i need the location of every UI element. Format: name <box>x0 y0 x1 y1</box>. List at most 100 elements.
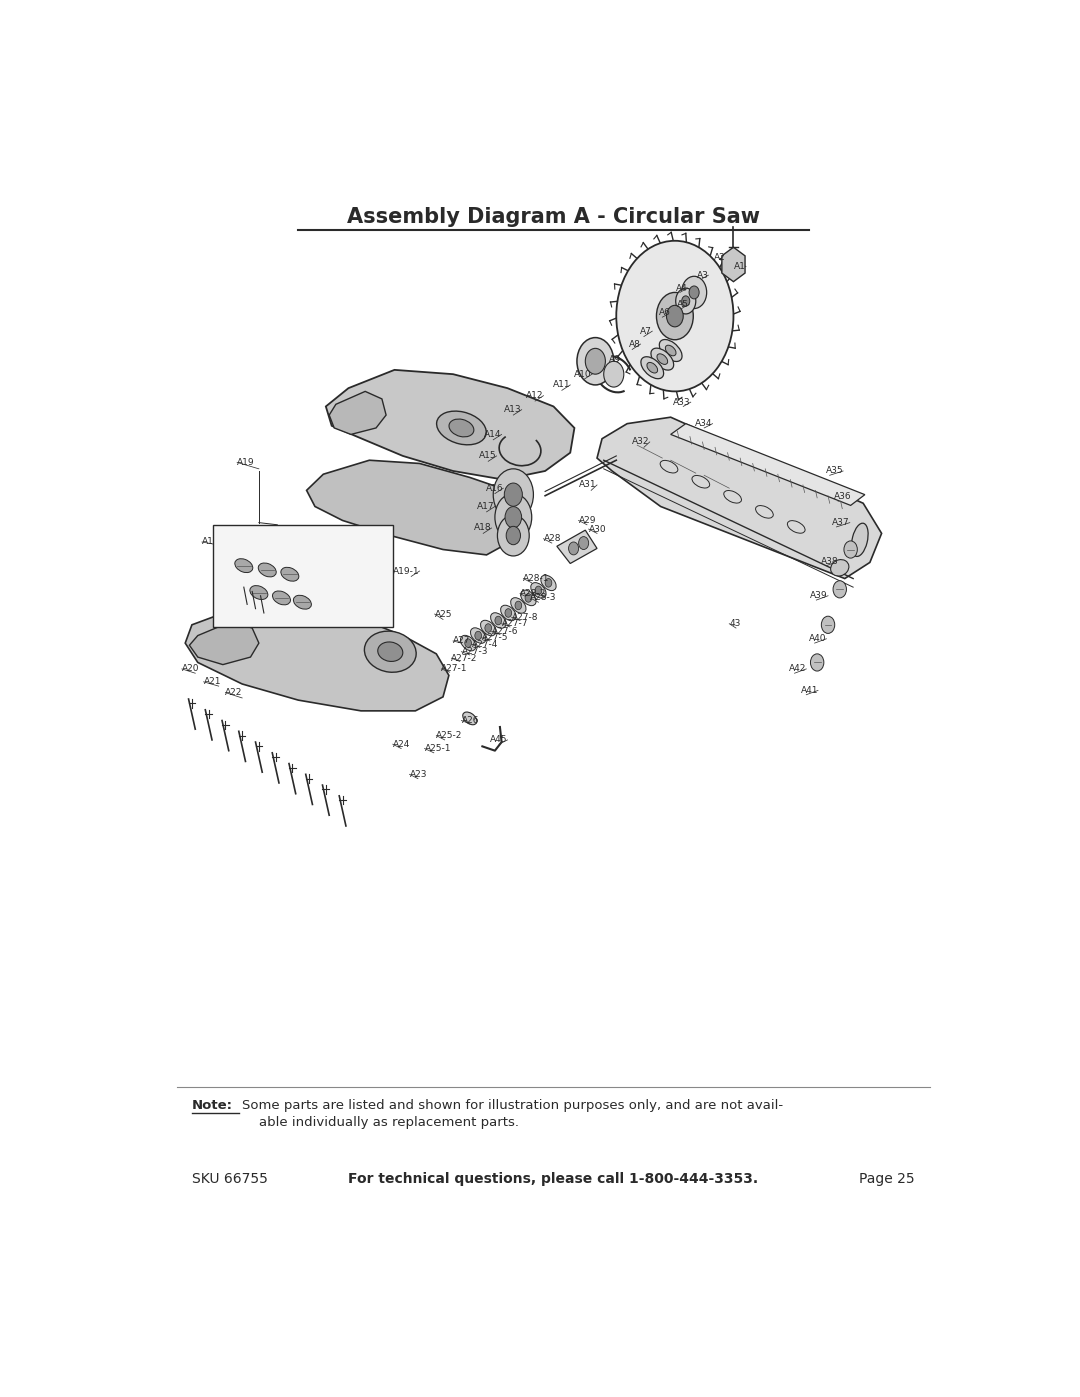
Text: A8: A8 <box>629 339 640 349</box>
Text: A3: A3 <box>697 271 708 279</box>
Polygon shape <box>329 391 387 434</box>
Text: Note:: Note: <box>192 1099 233 1112</box>
Ellipse shape <box>665 345 676 356</box>
Text: A35: A35 <box>825 467 843 475</box>
Text: A28-1: A28-1 <box>524 574 550 583</box>
Circle shape <box>833 581 847 598</box>
Text: A10: A10 <box>575 370 592 379</box>
Text: A37: A37 <box>833 518 850 527</box>
Text: A27-2: A27-2 <box>451 654 477 662</box>
Text: A21: A21 <box>204 678 221 686</box>
Ellipse shape <box>449 419 474 437</box>
Polygon shape <box>326 370 575 479</box>
Polygon shape <box>557 529 597 563</box>
Text: A32: A32 <box>632 437 650 447</box>
Ellipse shape <box>471 627 486 644</box>
Text: Some parts are listed and shown for illustration purposes only, and are not avai: Some parts are listed and shown for illu… <box>242 1099 783 1112</box>
Text: A19-4: A19-4 <box>311 571 338 581</box>
Circle shape <box>504 483 523 506</box>
Circle shape <box>545 578 552 587</box>
Text: A18: A18 <box>474 524 491 532</box>
Text: Assembly Diagram A - Circular Saw: Assembly Diagram A - Circular Saw <box>347 207 760 228</box>
Text: A27-7: A27-7 <box>501 619 528 629</box>
Text: A19-3: A19-3 <box>336 574 363 583</box>
Text: able individually as replacement parts.: able individually as replacement parts. <box>259 1116 518 1129</box>
Text: A27-1: A27-1 <box>442 665 468 673</box>
Text: A27: A27 <box>454 637 471 645</box>
Text: A33: A33 <box>673 398 691 407</box>
Text: A13: A13 <box>504 405 522 414</box>
Ellipse shape <box>481 620 496 636</box>
Text: A15: A15 <box>478 451 497 461</box>
Text: 43: 43 <box>729 619 741 629</box>
Text: A25-1: A25-1 <box>424 745 451 753</box>
Circle shape <box>505 609 512 617</box>
Text: A29: A29 <box>579 515 596 525</box>
Polygon shape <box>721 247 745 282</box>
Circle shape <box>535 587 542 595</box>
Circle shape <box>464 638 472 647</box>
Ellipse shape <box>521 590 536 606</box>
Text: A24: A24 <box>393 739 410 749</box>
Text: A30: A30 <box>589 524 606 534</box>
Ellipse shape <box>364 631 416 672</box>
Text: A40: A40 <box>809 634 826 643</box>
Circle shape <box>579 536 589 549</box>
Circle shape <box>604 362 624 387</box>
Text: A11: A11 <box>553 380 570 390</box>
Text: A16: A16 <box>486 483 503 493</box>
Ellipse shape <box>272 591 291 605</box>
Text: A39: A39 <box>810 591 828 601</box>
Text: For technical questions, please call 1-800-444-3353.: For technical questions, please call 1-8… <box>349 1172 758 1186</box>
Text: A31: A31 <box>579 481 597 489</box>
Text: A19-1: A19-1 <box>393 567 420 576</box>
Text: A17: A17 <box>477 502 495 511</box>
Circle shape <box>681 277 706 309</box>
Text: A27-8: A27-8 <box>512 613 538 622</box>
Text: A22: A22 <box>226 689 243 697</box>
Ellipse shape <box>249 585 268 599</box>
Polygon shape <box>597 418 881 578</box>
Text: A23: A23 <box>409 770 427 780</box>
Text: A4: A4 <box>676 284 688 292</box>
Text: A2: A2 <box>714 253 726 263</box>
Ellipse shape <box>851 524 868 556</box>
Text: A19-2: A19-2 <box>362 571 388 581</box>
Ellipse shape <box>657 353 667 365</box>
Text: A19: A19 <box>238 458 255 467</box>
Ellipse shape <box>640 356 663 379</box>
Circle shape <box>676 288 696 314</box>
Text: A27-6: A27-6 <box>491 627 518 636</box>
Ellipse shape <box>490 613 505 629</box>
Circle shape <box>494 469 534 521</box>
Circle shape <box>475 631 482 640</box>
Ellipse shape <box>530 583 546 598</box>
Polygon shape <box>186 606 449 711</box>
Ellipse shape <box>501 605 516 620</box>
Text: A27-4: A27-4 <box>472 640 498 648</box>
Ellipse shape <box>258 563 276 577</box>
Circle shape <box>585 348 606 374</box>
Circle shape <box>577 338 613 386</box>
Text: A6: A6 <box>659 309 671 317</box>
Ellipse shape <box>462 712 477 725</box>
Text: A5: A5 <box>677 300 689 309</box>
Text: A38: A38 <box>821 557 838 566</box>
Text: A19-5: A19-5 <box>215 574 241 583</box>
Polygon shape <box>671 423 865 506</box>
Text: A28-2: A28-2 <box>521 590 546 598</box>
Ellipse shape <box>378 643 403 661</box>
Ellipse shape <box>294 595 311 609</box>
Circle shape <box>485 623 491 633</box>
Text: A45: A45 <box>490 735 508 745</box>
Text: A12: A12 <box>526 391 543 400</box>
Ellipse shape <box>647 362 658 373</box>
Text: A27-5: A27-5 <box>482 633 508 643</box>
Ellipse shape <box>651 348 674 370</box>
Text: A7: A7 <box>640 327 652 335</box>
Circle shape <box>525 594 531 602</box>
Circle shape <box>657 292 693 339</box>
Ellipse shape <box>659 339 683 362</box>
Ellipse shape <box>541 576 556 591</box>
Text: A19-6: A19-6 <box>202 538 229 546</box>
